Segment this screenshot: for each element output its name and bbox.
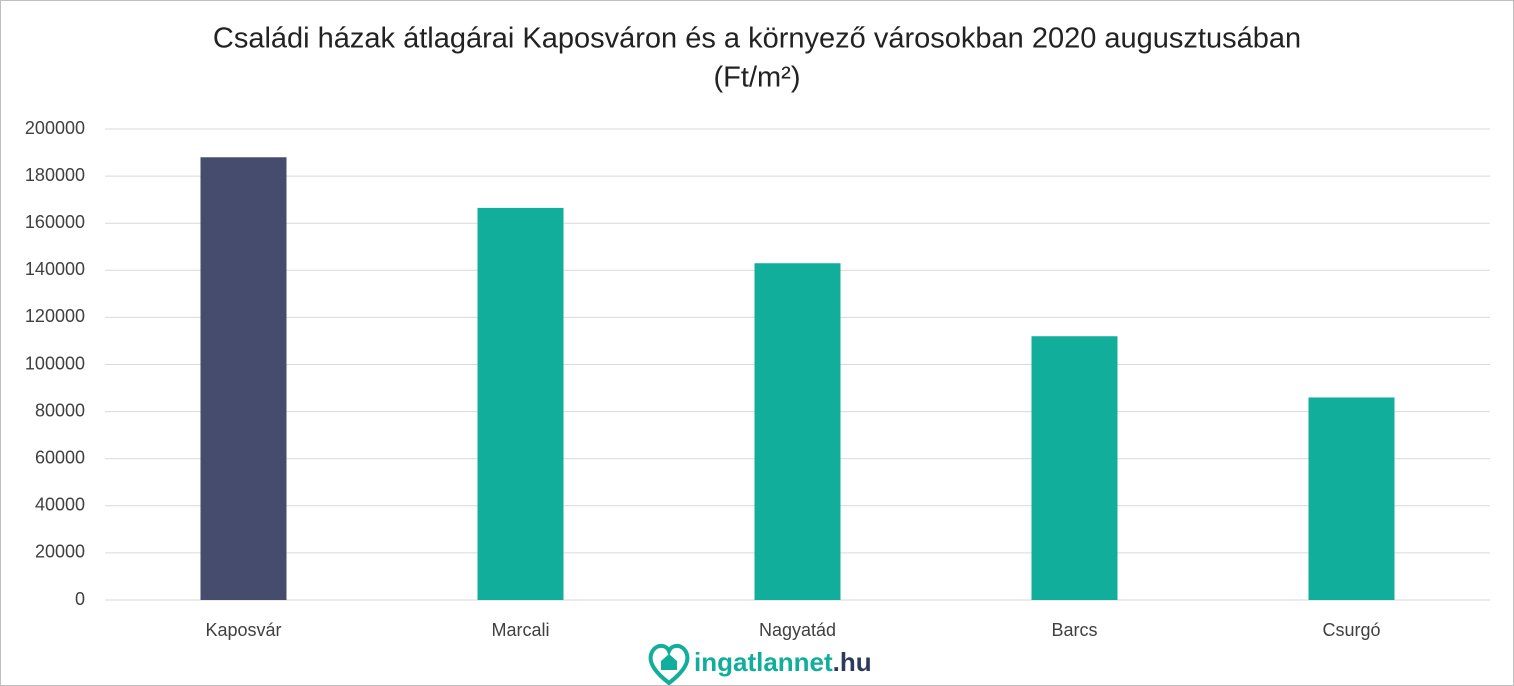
bar xyxy=(200,157,287,600)
logo-suffix: .hu xyxy=(833,647,872,677)
y-tick-label: 180000 xyxy=(25,165,85,185)
chart-subtitle: (Ft/m²) xyxy=(714,62,801,94)
logo-house xyxy=(661,654,677,670)
bar xyxy=(1308,397,1395,600)
x-tick-label: Barcs xyxy=(1051,620,1097,640)
y-tick-label: 40000 xyxy=(35,495,85,515)
bar xyxy=(477,207,564,600)
x-tick-label: Marcali xyxy=(491,620,549,640)
y-tick-label: 140000 xyxy=(25,259,85,279)
bar xyxy=(754,263,841,600)
logo-name: ingatlannet xyxy=(694,647,833,677)
x-tick-label: Nagyatád xyxy=(759,620,836,640)
y-tick-label: 60000 xyxy=(35,447,85,467)
logo-heart xyxy=(648,643,690,686)
logo-text: ingatlannet.hu xyxy=(694,647,872,677)
x-tick-label: Csurgó xyxy=(1322,620,1380,640)
y-tick-label: 100000 xyxy=(25,353,85,373)
y-tick-label: 80000 xyxy=(35,400,85,420)
y-tick-label: 200000 xyxy=(25,118,85,138)
y-tick-label: 0 xyxy=(75,589,85,609)
y-tick-label: 20000 xyxy=(35,542,85,562)
chart-title: Családi házak átlagárai Kaposváron és a … xyxy=(213,23,1301,55)
y-tick-label: 120000 xyxy=(25,306,85,326)
logo: ingatlannet.hu xyxy=(648,643,872,686)
x-tick-label: Kaposvár xyxy=(205,620,281,640)
bar xyxy=(1031,336,1118,600)
y-tick-label: 160000 xyxy=(25,212,85,232)
